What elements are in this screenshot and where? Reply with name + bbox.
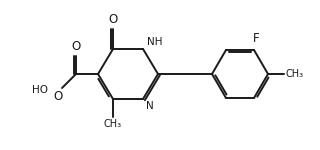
Text: NH: NH xyxy=(147,37,163,47)
Text: F: F xyxy=(253,32,259,45)
Text: O: O xyxy=(71,40,81,53)
Text: CH₃: CH₃ xyxy=(104,119,122,129)
Text: HO: HO xyxy=(32,85,48,95)
Text: O: O xyxy=(108,13,118,26)
Text: CH₃: CH₃ xyxy=(286,69,304,79)
Text: O: O xyxy=(53,90,63,103)
Text: N: N xyxy=(146,101,154,111)
